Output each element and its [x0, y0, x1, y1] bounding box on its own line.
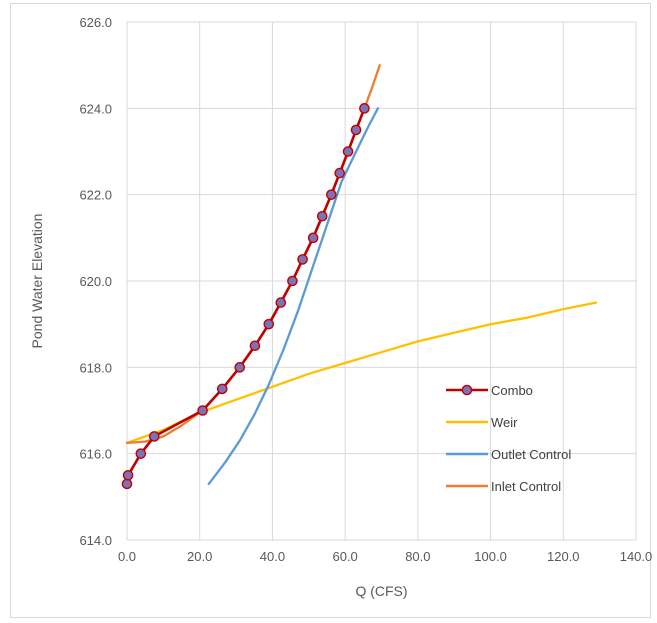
combo-point — [121, 478, 133, 490]
y-tick-label: 626.0 — [79, 15, 112, 30]
legend-label-inlet-control: Inlet Control — [491, 479, 561, 494]
series-line-combo — [125, 107, 366, 486]
combo-point — [234, 362, 246, 373]
combo-point — [316, 210, 328, 222]
combo-point — [249, 340, 261, 352]
series-line-outlet-control — [207, 107, 380, 486]
combo-point — [297, 254, 308, 265]
x-tick-label: 40.0 — [260, 549, 285, 564]
series-layer — [125, 64, 598, 486]
y-tick-label: 622.0 — [79, 188, 112, 203]
grid — [126, 21, 637, 541]
marker-layer — [121, 103, 370, 490]
combo-point — [334, 167, 345, 179]
y-axis-title: Pond Water Elevation — [29, 214, 45, 349]
y-tick-label: 616.0 — [79, 447, 112, 462]
combo-point — [263, 318, 275, 330]
combo-point — [359, 103, 370, 114]
combo-point — [122, 469, 134, 481]
series-line-weir — [125, 301, 598, 445]
legend-label-outlet-control: Outlet Control — [491, 447, 571, 462]
legend: Combo Weir Outlet Control Inlet Control — [446, 383, 571, 494]
x-axis-title: Q (CFS) — [355, 583, 407, 599]
y-tick-label: 620.0 — [79, 274, 112, 289]
combo-point — [326, 189, 337, 200]
chart-frame — [10, 3, 651, 618]
legend-label-combo: Combo — [491, 383, 533, 398]
combo-point — [307, 232, 319, 244]
combo-point — [148, 431, 160, 442]
legend-label-weir: Weir — [491, 415, 518, 430]
y-tick-label: 624.0 — [79, 101, 112, 116]
combo-point — [350, 124, 362, 136]
x-tick-label: 0.0 — [118, 549, 136, 564]
y-tick-label: 618.0 — [79, 360, 112, 375]
combo-point — [197, 405, 208, 416]
x-tick-label: 60.0 — [332, 549, 357, 564]
tick-labels: 0.0 20.0 40.0 60.0 80.0 100.0 120.0 140.0 614.0 6… — [79, 15, 652, 564]
combo-point — [342, 146, 354, 157]
legend-marker-combo — [461, 384, 473, 396]
combo-point — [135, 448, 147, 459]
combo-point — [216, 383, 228, 395]
x-tick-label: 120.0 — [547, 549, 580, 564]
combo-point — [275, 297, 287, 308]
y-tick-label: 614.0 — [79, 533, 112, 548]
x-tick-label: 80.0 — [405, 549, 430, 564]
series-line-inlet-control — [125, 64, 381, 445]
x-tick-label: 100.0 — [474, 549, 507, 564]
x-tick-label: 20.0 — [187, 549, 212, 564]
combo-point — [287, 275, 298, 287]
x-tick-label: 140.0 — [620, 549, 653, 564]
